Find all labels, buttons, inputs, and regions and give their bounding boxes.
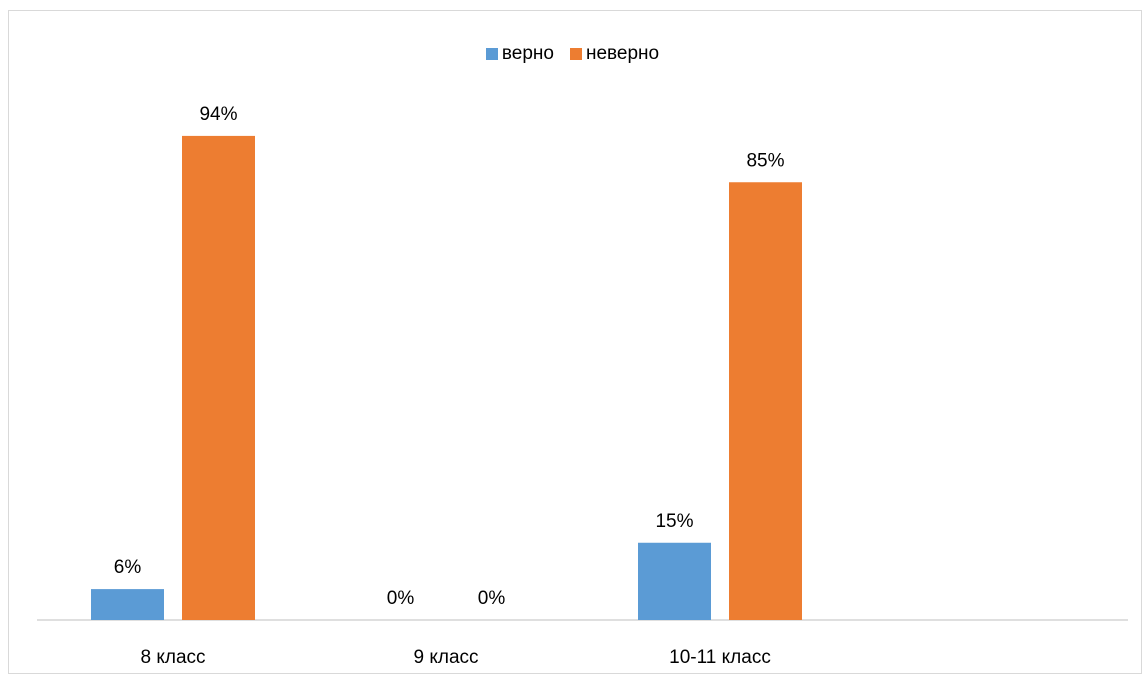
legend: верно неверно bbox=[0, 43, 1145, 65]
data-label-correct-2: 15% bbox=[655, 511, 693, 532]
bar-incorrect-0 bbox=[182, 135, 255, 620]
data-label-correct-0: 6% bbox=[114, 557, 142, 578]
data-label-incorrect-2: 85% bbox=[746, 150, 784, 171]
legend-swatch-incorrect bbox=[569, 48, 582, 60]
bar-incorrect-2 bbox=[729, 182, 802, 620]
legend-label-correct: верно bbox=[501, 43, 554, 64]
legend-item-correct: верно bbox=[485, 43, 554, 65]
legend-swatch-correct bbox=[485, 48, 498, 60]
data-label-incorrect-0: 94% bbox=[199, 104, 237, 125]
bar-correct-2 bbox=[638, 542, 711, 620]
legend-item-incorrect: неверно bbox=[569, 43, 660, 65]
data-label-incorrect-1: 0% bbox=[478, 588, 506, 609]
x-tick-label-0: 8 класс bbox=[140, 647, 205, 668]
x-tick-label-1: 9 класс bbox=[413, 647, 478, 668]
x-tick-label-2: 10-11 класс bbox=[669, 647, 771, 668]
data-label-correct-1: 0% bbox=[387, 588, 415, 609]
legend-label-incorrect: неверно bbox=[585, 43, 660, 64]
bar-correct-0 bbox=[91, 589, 164, 620]
